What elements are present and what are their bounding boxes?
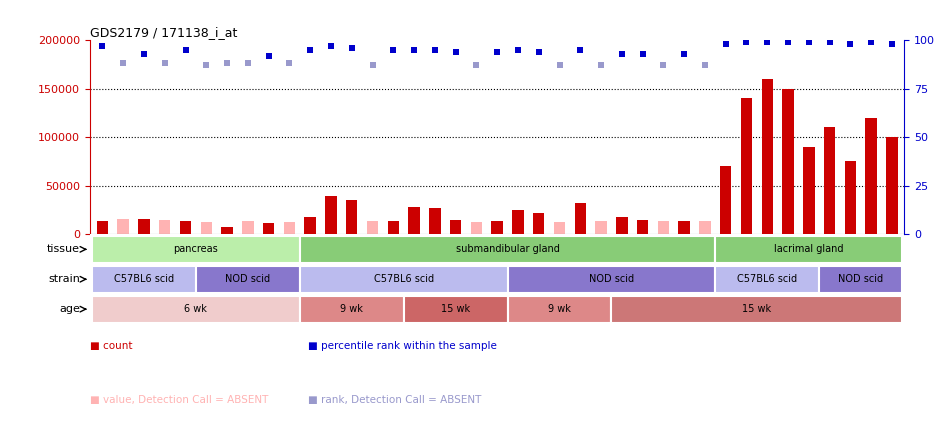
Text: 9 wk: 9 wk [340,304,364,314]
Bar [699,221,710,234]
Text: NOD scid: NOD scid [838,274,884,284]
Text: 6 wk: 6 wk [185,304,207,314]
Bar [284,222,295,234]
Bar [741,98,752,234]
Bar [450,220,461,234]
Bar [715,236,902,263]
Bar [92,296,300,323]
Bar [387,221,399,234]
Bar [346,200,357,234]
Bar [92,236,300,263]
Bar [242,221,254,234]
Bar [429,208,440,234]
Bar [92,266,196,293]
Bar [512,210,524,234]
Bar [819,266,902,293]
Bar [471,222,482,234]
Text: lacrimal gland: lacrimal gland [774,244,844,254]
Bar [715,266,819,293]
Bar [616,217,628,234]
Bar [824,127,835,234]
Bar [408,207,420,234]
Text: ■ percentile rank within the sample: ■ percentile rank within the sample [308,341,496,351]
Bar [300,266,508,293]
Bar [720,166,731,234]
Bar [678,221,689,234]
Text: C57BL6 scid: C57BL6 scid [114,274,174,284]
Bar [508,296,612,323]
Bar [782,88,794,234]
Bar [803,147,814,234]
Bar [300,236,715,263]
Bar [222,226,233,234]
Text: NOD scid: NOD scid [589,274,634,284]
Text: 15 wk: 15 wk [742,304,772,314]
Text: tissue: tissue [47,244,80,254]
Bar [533,213,545,234]
Bar [761,79,773,234]
Bar [201,222,212,234]
Bar [159,220,170,234]
Text: 9 wk: 9 wk [548,304,571,314]
Bar [491,221,503,234]
Text: GDS2179 / 171138_i_at: GDS2179 / 171138_i_at [90,26,238,39]
Bar [508,266,715,293]
Bar [575,203,586,234]
Bar [554,222,565,234]
Bar [612,296,902,323]
Text: C57BL6 scid: C57BL6 scid [737,274,797,284]
Bar [637,220,649,234]
Bar [325,195,337,234]
Text: ■ rank, Detection Call = ABSENT: ■ rank, Detection Call = ABSENT [308,395,481,404]
Bar [305,217,316,234]
Bar [596,221,607,234]
Bar [657,221,670,234]
Bar [196,266,300,293]
Bar [366,221,378,234]
Text: ■ value, Detection Call = ABSENT: ■ value, Detection Call = ABSENT [90,395,268,404]
Bar [263,223,275,234]
Text: C57BL6 scid: C57BL6 scid [374,274,434,284]
Text: submandibular gland: submandibular gland [456,244,560,254]
Text: 15 wk: 15 wk [441,304,470,314]
Bar [97,221,108,234]
Text: age: age [60,304,80,314]
Bar [180,221,191,234]
Text: NOD scid: NOD scid [225,274,271,284]
Bar [300,296,403,323]
Bar [403,296,508,323]
Bar [866,118,877,234]
Bar [117,219,129,234]
Bar [845,162,856,234]
Text: ■ count: ■ count [90,341,133,351]
Text: pancreas: pancreas [173,244,219,254]
Text: strain: strain [48,274,80,284]
Bar [886,137,898,234]
Bar [138,219,150,234]
